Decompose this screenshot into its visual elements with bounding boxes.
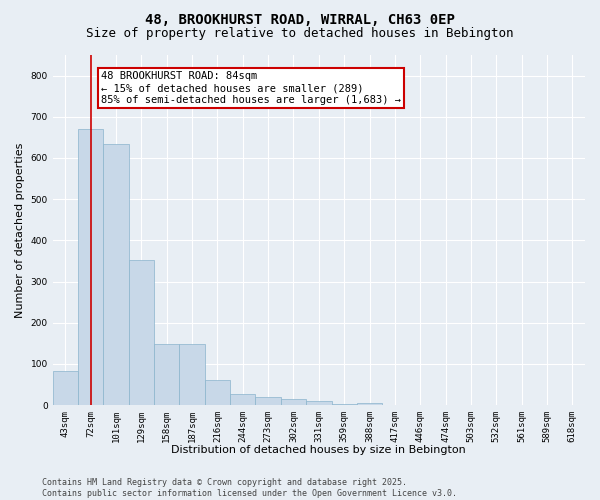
Bar [78,129,103,405]
X-axis label: Distribution of detached houses by size in Bebington: Distribution of detached houses by size … [172,445,466,455]
Bar [306,402,332,405]
Bar [154,344,179,405]
Bar [179,344,205,405]
Text: Contains HM Land Registry data © Crown copyright and database right 2025.
Contai: Contains HM Land Registry data © Crown c… [42,478,457,498]
Bar [53,372,78,405]
Bar [205,380,230,405]
Bar [230,394,256,405]
Text: 48, BROOKHURST ROAD, WIRRAL, CH63 0EP: 48, BROOKHURST ROAD, WIRRAL, CH63 0EP [145,12,455,26]
Text: Size of property relative to detached houses in Bebington: Size of property relative to detached ho… [86,28,514,40]
Text: 48 BROOKHURST ROAD: 84sqm
← 15% of detached houses are smaller (289)
85% of semi: 48 BROOKHURST ROAD: 84sqm ← 15% of detac… [101,72,401,104]
Y-axis label: Number of detached properties: Number of detached properties [15,142,25,318]
Bar [129,260,154,405]
Bar [103,144,129,405]
Bar [256,398,281,405]
Bar [357,404,382,405]
Bar [332,404,357,405]
Bar [281,400,306,405]
